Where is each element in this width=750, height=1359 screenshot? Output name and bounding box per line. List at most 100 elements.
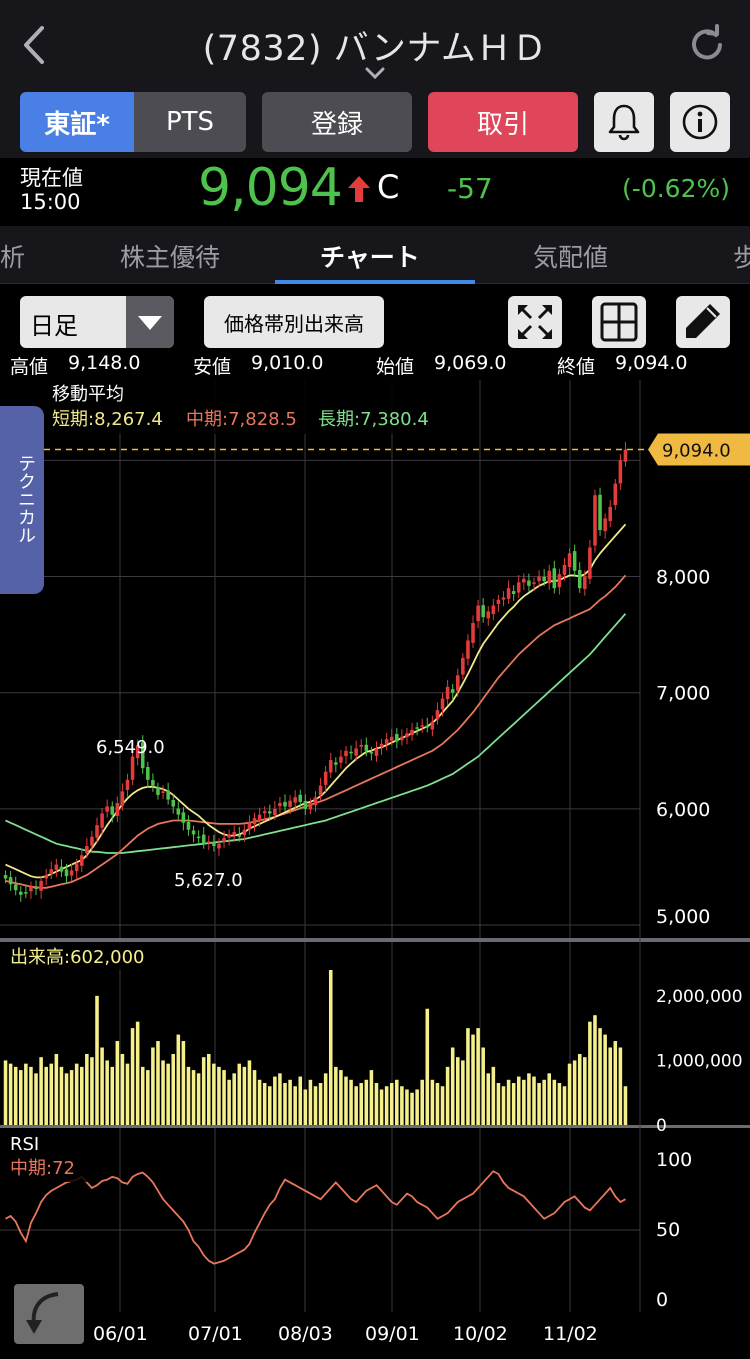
candle-body (461, 657, 465, 675)
volume-bar (29, 1066, 33, 1125)
price-axis-label: 5,000 (656, 906, 710, 928)
rotate-button[interactable] (14, 1284, 84, 1344)
volume-bar (181, 1041, 186, 1125)
volume-bar (140, 1066, 145, 1125)
expand-icon (518, 305, 552, 339)
candle-body (54, 864, 59, 870)
volume-bar (410, 1092, 414, 1125)
draw-button[interactable] (676, 296, 730, 348)
rotate-icon (26, 1292, 59, 1334)
candle-body (400, 736, 404, 741)
expand-button[interactable] (508, 296, 562, 348)
candle-body (562, 564, 567, 575)
candle-body (455, 675, 460, 691)
low-value: 9,010.0 (251, 352, 324, 374)
volume-bar (267, 1086, 272, 1125)
tab-shareholder-benefits[interactable]: 株主優待 (120, 243, 221, 272)
technical-side-tab[interactable]: テクニカル (0, 406, 44, 594)
volume-bar (547, 1073, 552, 1125)
active-tab-indicator (275, 280, 475, 284)
candle-body (186, 821, 191, 830)
period-select-value: 日足 (30, 312, 78, 340)
volume-bar (364, 1079, 369, 1125)
volume-bar (425, 1008, 430, 1125)
ohlc-row: 高値 9,148.0 安値 9,010.0 始値 9,069.0 終値 9,09… (0, 350, 750, 380)
volume-bar (557, 1083, 562, 1125)
back-icon[interactable] (14, 20, 54, 70)
candle-body (511, 591, 516, 594)
tab-chart[interactable]: チャート (320, 243, 420, 272)
candle-body (415, 727, 419, 729)
candle-body (201, 834, 206, 844)
grid-icon (600, 302, 638, 342)
candle-body (339, 756, 343, 763)
candle-body (313, 797, 318, 806)
volume-bar (450, 1047, 455, 1125)
volume-bar (39, 1057, 43, 1125)
high-label: 高値 (10, 356, 49, 378)
candle-body (618, 460, 623, 484)
volume-bar (415, 1089, 419, 1125)
alert-button[interactable] (594, 92, 654, 152)
candle-body (273, 808, 277, 816)
volume-bar (435, 1083, 440, 1125)
volume-bar (405, 1089, 409, 1125)
volume-bar (201, 1057, 206, 1125)
page-title[interactable]: (7832) バンナムＨＤ (202, 29, 548, 69)
volume-bar (577, 1053, 582, 1125)
market-tse-button[interactable]: 東証* (20, 92, 134, 152)
volume-bar (207, 1053, 211, 1125)
volume-bar (130, 1028, 135, 1125)
volume-bar (572, 1060, 577, 1125)
volume-bar (511, 1083, 516, 1125)
volume-bar (247, 1060, 252, 1125)
volume-bar (349, 1079, 353, 1125)
volume-bar (13, 1066, 18, 1125)
volume-bar (196, 1073, 201, 1125)
volume-bar (532, 1076, 536, 1125)
candle-body (171, 800, 176, 807)
candle-body (450, 689, 455, 693)
volume-bar (273, 1076, 277, 1125)
candle-body (191, 830, 196, 835)
candle-body (522, 578, 526, 583)
refresh-icon[interactable] (686, 24, 728, 66)
layout-button[interactable] (592, 296, 646, 348)
candle-body (105, 806, 109, 812)
volume-bar (115, 1041, 120, 1125)
candle-body (420, 725, 424, 727)
candle-body (161, 791, 165, 793)
ma-legend-long: 長期:7,380.4 (318, 409, 429, 430)
candle-body (85, 846, 89, 854)
header-bar: (7832) バンナムＨＤ (0, 0, 750, 88)
chevron-down-icon[interactable] (363, 64, 387, 82)
market-pts-button[interactable]: PTS (134, 92, 246, 152)
volume-bar (217, 1066, 221, 1125)
stock-chart[interactable]: 9,094.0 5,000 6,000 7,000 8,000 移動平均短期:8,267.… (0, 380, 750, 1359)
tab-order-book[interactable]: 気配値 (533, 243, 609, 272)
volume-bar (466, 1028, 470, 1125)
price-change-percent: (-0.62%) (622, 174, 730, 203)
price-axis-label: 6,000 (656, 799, 710, 821)
tab-analysis[interactable]: 析 (0, 243, 26, 272)
trade-button[interactable]: 取引 (428, 92, 578, 152)
pencil-icon (686, 304, 720, 338)
candle-body (445, 686, 450, 700)
close-label: 終値 (557, 356, 596, 378)
candle-body (471, 623, 475, 643)
action-bar: 東証* PTS 登録 取引 (0, 88, 750, 158)
volume-by-price-button[interactable]: 価格帯別出来高 (204, 296, 384, 348)
volume-bar (186, 1066, 191, 1125)
volume-bar (395, 1079, 399, 1125)
candle-body (567, 553, 572, 568)
candle-body (598, 494, 602, 531)
volume-bar (64, 1073, 69, 1125)
info-button[interactable] (670, 92, 730, 152)
register-button[interactable]: 登録 (262, 92, 412, 152)
candle-body (532, 582, 536, 584)
panel-divider (0, 938, 750, 942)
tab-ticks[interactable]: 歩 (733, 243, 750, 272)
period-select[interactable]: 日足 (20, 296, 174, 348)
volume-bar (339, 1070, 343, 1125)
volume-bar (105, 1060, 109, 1125)
